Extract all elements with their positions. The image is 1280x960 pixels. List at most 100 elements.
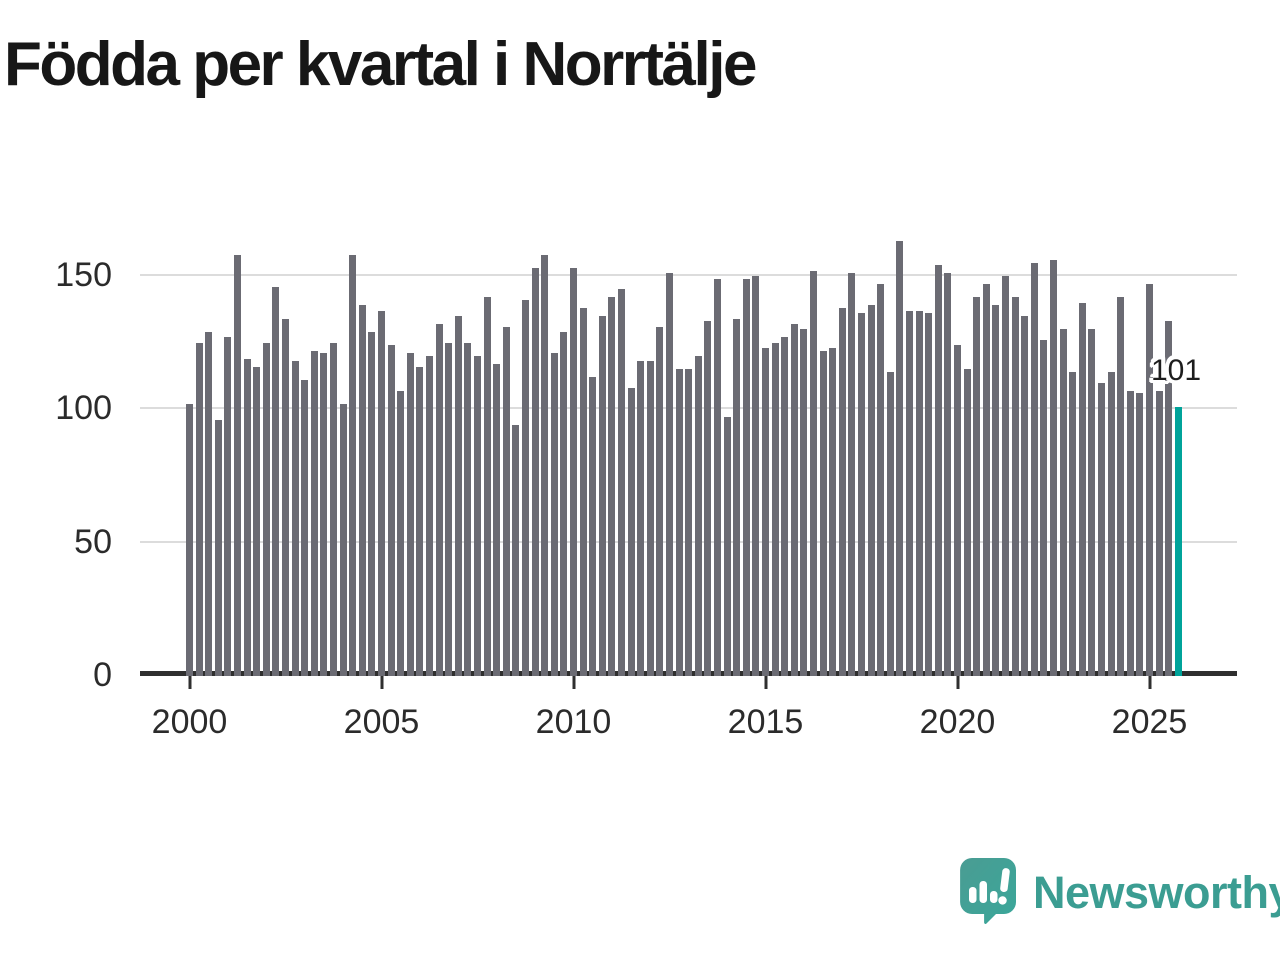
bar xyxy=(800,329,808,676)
bar xyxy=(1059,329,1067,676)
newsworthy-wordmark: Newsworthy xyxy=(1033,866,1280,918)
bar xyxy=(1030,263,1038,676)
bar xyxy=(877,284,885,676)
bar xyxy=(483,297,491,676)
latest-value-label: 101 xyxy=(1150,354,1202,387)
bar xyxy=(397,391,405,676)
bar xyxy=(934,265,942,676)
bar xyxy=(598,316,606,676)
x-axis-tick-2020 xyxy=(956,676,959,689)
y-axis-label-100: 100 xyxy=(55,389,112,428)
bar xyxy=(320,353,328,676)
bar xyxy=(906,311,913,676)
bar xyxy=(1021,316,1029,676)
bar xyxy=(406,353,414,676)
bar xyxy=(589,377,597,676)
bar xyxy=(502,327,510,676)
bar xyxy=(781,337,789,676)
bar xyxy=(704,321,712,676)
bar xyxy=(973,297,981,676)
bar xyxy=(1011,297,1019,676)
bar xyxy=(896,241,904,676)
bar xyxy=(666,273,673,676)
bar xyxy=(694,356,702,676)
bar xyxy=(982,284,990,676)
bar xyxy=(186,404,193,676)
bar xyxy=(714,279,721,676)
bar xyxy=(1146,284,1153,676)
bar xyxy=(522,300,529,676)
bar xyxy=(349,255,357,676)
bar xyxy=(608,297,616,676)
bar xyxy=(1165,321,1173,676)
x-axis-label-2010: 2010 xyxy=(535,703,612,741)
x-axis-label-2000: 2000 xyxy=(151,703,228,741)
bar xyxy=(454,316,462,676)
bar xyxy=(243,359,251,676)
bar xyxy=(829,348,837,676)
bar xyxy=(253,367,261,676)
bar xyxy=(627,388,635,676)
bar xyxy=(858,313,865,676)
bar xyxy=(195,343,203,676)
x-axis-tick-2025 xyxy=(1148,676,1151,689)
x-axis-tick-2015 xyxy=(764,676,767,689)
y-axis-label-0: 0 xyxy=(93,656,112,694)
bar xyxy=(1155,391,1163,676)
bar xyxy=(272,287,280,676)
bar xyxy=(262,343,270,676)
bar xyxy=(560,332,568,676)
x-axis-label-2015: 2015 xyxy=(727,703,804,741)
bar xyxy=(886,372,894,676)
bar xyxy=(579,308,587,676)
bar xyxy=(1107,372,1115,676)
bar xyxy=(1126,391,1134,676)
bar xyxy=(493,364,501,676)
newsworthy-logo-icon xyxy=(958,856,1018,929)
bar xyxy=(1098,383,1105,676)
bar xyxy=(685,369,693,676)
bar xyxy=(790,324,798,676)
x-axis-label-2020: 2020 xyxy=(919,703,996,741)
bar xyxy=(915,311,923,676)
bar xyxy=(531,268,539,676)
y-axis-label-150: 150 xyxy=(55,256,112,294)
y-axis-label-50: 50 xyxy=(74,522,112,561)
x-axis-label-2005: 2005 xyxy=(343,703,420,741)
bar xyxy=(512,425,520,676)
bar xyxy=(1040,340,1048,676)
bar xyxy=(541,255,549,676)
bar xyxy=(474,356,481,676)
bar xyxy=(1117,297,1125,676)
bar xyxy=(1136,393,1144,676)
bar xyxy=(301,380,309,676)
bar xyxy=(570,268,577,676)
bar xyxy=(646,361,654,676)
bar xyxy=(925,313,933,676)
chart-title: Födda per kvartal i Norrtälje xyxy=(4,30,757,99)
bar xyxy=(762,348,769,676)
bar xyxy=(944,273,952,676)
x-axis-label-2025: 2025 xyxy=(1111,703,1188,741)
bar xyxy=(810,271,817,676)
x-axis-tick-2010 xyxy=(572,676,575,689)
bar xyxy=(310,351,318,676)
bar xyxy=(752,276,760,676)
bar xyxy=(675,369,683,676)
bar xyxy=(733,319,741,676)
bar xyxy=(1069,372,1077,676)
bar xyxy=(358,305,366,676)
bar xyxy=(819,351,827,676)
bar xyxy=(426,356,433,676)
bar xyxy=(234,255,241,676)
bar xyxy=(330,343,337,676)
bar xyxy=(224,337,232,676)
bar xyxy=(368,332,376,676)
bar xyxy=(464,343,472,676)
x-axis-tick-2000 xyxy=(188,676,191,689)
bar xyxy=(771,343,779,676)
bar xyxy=(867,305,875,676)
highlighted-bar xyxy=(1174,407,1182,676)
bar xyxy=(282,319,289,676)
bar xyxy=(1078,303,1086,676)
